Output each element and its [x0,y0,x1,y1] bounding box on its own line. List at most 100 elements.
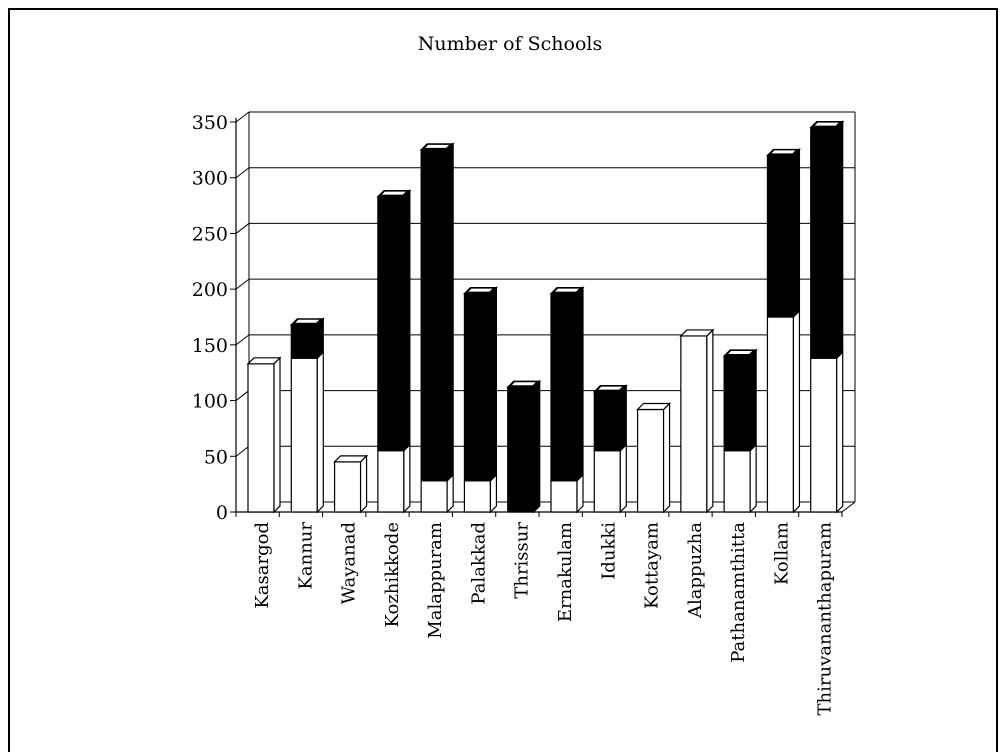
bar-side-black [619,384,627,453]
bar-side-white [316,350,324,514]
bar-segment-white [766,316,795,513]
x-tick-label: Thiruvananthapuram [815,522,836,715]
gridline-side [235,111,250,123]
bar-side-white [273,356,281,514]
bar-side-black [792,147,801,319]
bar-top-highlight [338,456,363,460]
bar-segment-black [377,196,405,452]
gridline-side [235,334,250,346]
bar-side-white [619,443,627,514]
bar-side-white [662,402,671,514]
bar-group [289,317,325,514]
gridline-side [235,167,250,179]
bar-side-white [706,328,714,514]
bar-top-highlight [728,351,753,354]
bar-segment-white [593,450,621,513]
bar-side-black [533,379,541,514]
y-tick-label: 50 [204,446,228,468]
bar-segment-black [463,293,492,482]
x-tick-label: Ernakulam [555,522,576,622]
bar-top-highlight [641,404,666,408]
x-tick-label: Palakkad [468,522,489,605]
x-tick-label: Pathanamthitta [728,522,749,663]
bar-side-white [749,443,757,514]
bar-group [636,402,672,514]
bars [246,120,845,514]
bar-side-white [359,454,368,514]
bar-top-highlight [771,150,796,154]
bar-segment-white [290,357,318,513]
chart-frame [8,8,998,752]
x-tick-label: Alappuzha [685,522,706,619]
bar-segment-white [420,480,448,513]
bar-side-white [403,443,411,514]
bar-group [722,348,758,514]
bar-segment-black [593,391,621,452]
bar-top-highlight [598,386,623,390]
grid-lines [235,111,855,457]
y-tick-label: 200 [192,279,228,301]
x-tick-label: Kozhikkode [382,522,403,627]
bar-segment-white [247,363,275,513]
x-tick-label: Wayanad [339,522,360,604]
bar-group [376,189,412,514]
bar-top-highlight [684,330,709,334]
x-tick-label: Kasargod [252,522,273,609]
bar-segment-black [723,355,751,452]
bar-top-highlight [295,319,320,323]
bar-top-highlight [555,288,579,292]
bar-group [506,379,542,514]
x-tick-label: Malappuram [425,522,446,639]
x-tick-label: Thrissur [512,522,533,599]
bar-segment-white [680,335,708,513]
bar-group [809,120,845,514]
bar-segment-black [810,126,838,359]
bar-group [549,286,585,514]
bar-top-highlight [425,144,450,148]
y-tick-label: 0 [216,502,228,524]
bar-group [333,454,369,514]
y-tick-label: 250 [192,223,228,245]
bar-segment-white [810,357,838,513]
bar-segment-black [507,386,535,513]
bar-group [246,356,282,514]
bar-group [592,384,628,514]
bar-side-black [489,286,498,483]
chart-title: Number of Schools [418,33,603,55]
bar-side-black [403,189,411,453]
bar-side-black [836,120,844,360]
bar-group [765,147,801,514]
gridline-side [235,223,250,234]
y-tick-label: 350 [192,112,228,134]
bar-top-highlight [252,358,276,362]
bar-segment-white [723,450,751,513]
bar-segment-white [550,480,578,513]
bar-segment-white [377,450,405,513]
y-tick-label: 100 [192,391,228,413]
bar-side-white [792,309,801,514]
bar-top-highlight [381,191,406,195]
bar-segment-white [463,480,492,513]
bar-segment-black [766,154,795,318]
y-tick-label: 300 [192,168,228,190]
axes [235,112,856,517]
bar-group [419,142,455,514]
bar-group [679,328,715,514]
bar-segment-black [420,149,448,482]
bar-side-white [836,350,844,514]
bar-segment-white [333,461,362,513]
bar-group [462,286,498,514]
bar-top-highlight [511,382,536,386]
bar-side-black [749,348,757,453]
x-tick-label: Kannur [295,522,316,590]
bar-segment-black [290,324,318,359]
x-tick-label: Idukki [598,522,619,580]
y-tick-label: 150 [192,335,228,357]
bar-side-black [446,142,454,483]
gridline-side [235,390,250,401]
x-tick-label: Kollam [771,522,792,585]
bar-top-highlight [814,122,839,126]
x-tick-label: Kottayam [642,522,663,609]
gridline-side [235,278,250,290]
